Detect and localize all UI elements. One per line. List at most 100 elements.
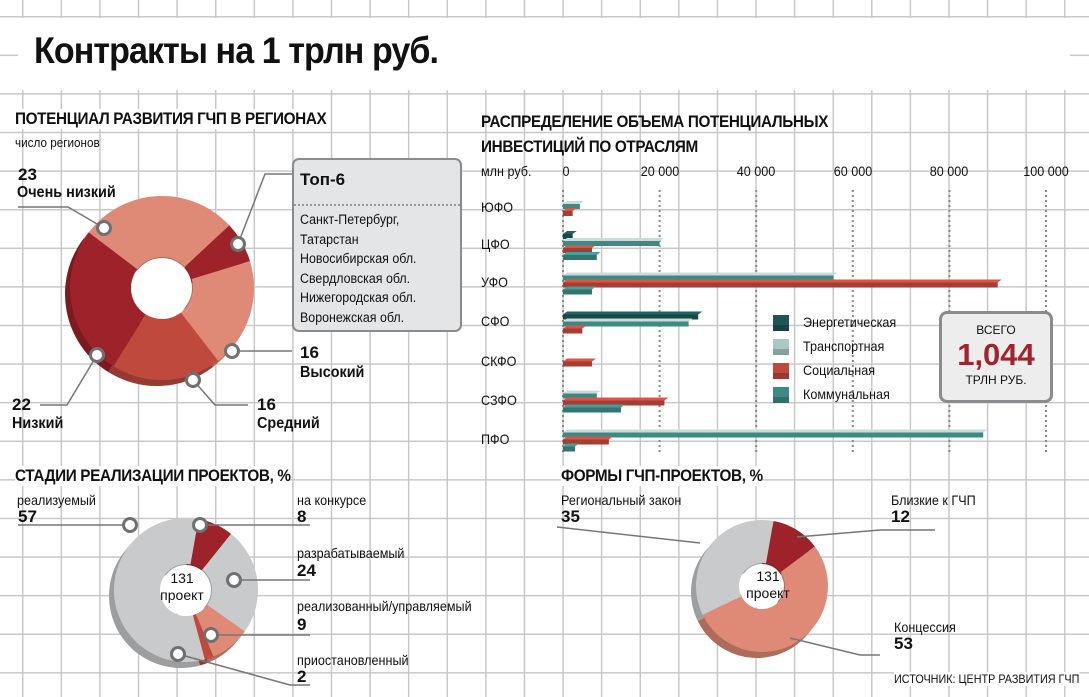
top6-item: Нижегородская обл. — [300, 290, 417, 305]
label-medium: Средний — [257, 415, 320, 432]
label-value-very-low: 23 — [18, 165, 37, 184]
bar-Социальная — [563, 245, 596, 253]
category-label: СЗФО — [481, 392, 517, 408]
label-value-concession: 53 — [894, 634, 913, 653]
category-label: ЮФО — [481, 199, 514, 215]
top6-title: Топ-6 — [300, 170, 346, 189]
pie-slice — [88, 196, 230, 270]
callout-marker — [230, 236, 246, 252]
total-label: ВСЕГО — [976, 323, 1016, 337]
label-value-developing: 24 — [297, 561, 316, 580]
legend-swatch-icon — [773, 315, 789, 331]
bar-Энергетическая — [563, 311, 703, 320]
total-box: ВСЕГО 1,044 ТРЛН РУБ. — [939, 311, 1053, 403]
pie-slice — [702, 546, 828, 652]
x-tick-label: 0 — [562, 163, 570, 179]
pie-slice — [192, 614, 214, 660]
x-tick-label: 40 000 — [736, 163, 776, 179]
top6-callout: Топ-6 Санкт-Петербург, Татарстан Новосиб… — [292, 158, 462, 332]
legend-item: Социальная — [773, 362, 933, 382]
investment-chart-title: РАСПРЕДЕЛЕНИЕ ОБЪЕМА ПОТЕНЦИАЛЬНЫХ ИНВЕС… — [481, 112, 829, 156]
label-value-tender: 8 — [297, 507, 307, 526]
source-note: ИСТОЧНИК: ЦЕНТР РАЗВИТИЯ ГЧП — [894, 672, 1080, 686]
x-axis-unit: млн руб. — [481, 163, 532, 179]
bar-Социальная — [563, 436, 613, 445]
pie-slice — [113, 518, 205, 662]
label-close-to-ppp: Близкие к ГЧП — [891, 492, 976, 508]
pie-slice — [180, 261, 254, 361]
callout-marker — [89, 347, 105, 363]
pie-slice — [70, 232, 146, 367]
label-value-implemented: 9 — [297, 615, 307, 634]
label-very-low: Очень низкий — [17, 184, 116, 201]
title-band — [18, 18, 1070, 90]
bar-Коммунальная — [563, 252, 601, 260]
callout-marker — [170, 646, 186, 662]
forms-chart-title: ФОРМЫ ГЧП-ПРОЕКТОВ, % — [561, 466, 763, 486]
label-concession: Концессия — [894, 619, 956, 635]
bar-Коммунальная — [563, 286, 596, 295]
legend-label: Энергетическая — [803, 314, 897, 330]
top6-item: Воронежская обл. — [300, 309, 405, 325]
bar-Транспортная — [563, 238, 664, 246]
bar-Коммунальная — [563, 404, 625, 413]
regions-chart-subtitle: число регионов — [15, 135, 100, 150]
pie-slice — [195, 604, 245, 657]
callout-marker — [192, 517, 208, 533]
pie-slice — [765, 521, 815, 573]
legend-item: Коммунальная — [773, 386, 933, 406]
legend-swatch-icon — [773, 387, 789, 403]
bar-Социальная — [563, 279, 1002, 288]
bar-Социальная — [563, 397, 669, 406]
label-implementing: реализуемый — [17, 492, 96, 508]
callout-marker — [203, 627, 219, 643]
callout-marker — [122, 517, 138, 533]
stages-chart-title: СТАДИИ РЕАЛИЗАЦИИ ПРОЕКТОВ, % — [15, 466, 291, 486]
bar-Энергетическая — [563, 231, 577, 239]
legend-label: Транспортная — [803, 338, 885, 354]
total-value: 1,044 — [957, 337, 1035, 372]
callout-marker — [185, 372, 201, 388]
center-label: проект — [160, 587, 204, 603]
label-high: Высокий — [300, 364, 365, 381]
label-low: Низкий — [12, 415, 64, 432]
center-count: 131 — [170, 570, 194, 586]
stages-center: 131 проект — [137, 570, 227, 604]
pie-slice — [113, 312, 219, 380]
label-regional-law: Региональный закон — [561, 492, 682, 508]
label-suspended: приостановленный — [297, 652, 409, 668]
bar-Транспортная — [563, 201, 584, 209]
top6-item: Свердловская обл. — [300, 270, 411, 286]
page-title: Контракты на 1 трлн руб. — [34, 30, 439, 71]
bar-Транспортная — [563, 429, 988, 438]
legend-swatch-icon — [773, 363, 789, 379]
label-value-close-to-ppp: 12 — [891, 507, 910, 526]
connector-lines — [18, 173, 935, 686]
bar-Транспортная — [563, 272, 838, 281]
legend-item: Энергетическая — [773, 314, 933, 334]
top6-list: Санкт-Петербург, Татарстан Новосибирская… — [300, 210, 417, 327]
label-developing: разрабатываемый — [297, 545, 405, 561]
donut-hole — [161, 565, 211, 615]
bar-Социальная — [563, 325, 587, 334]
label-implemented: реализованный/управляемый — [297, 598, 472, 614]
top6-item: Татарстан — [300, 231, 359, 247]
top6-item: Санкт-Петербург, — [300, 212, 400, 227]
label-value-implementing: 57 — [18, 507, 37, 526]
bar-Социальная — [563, 208, 577, 216]
label-value-high: 16 — [300, 343, 319, 362]
x-tick-label: 80 000 — [930, 163, 969, 179]
regions-chart-title: ПОТЕНЦИАЛ РАЗВИТИЯ ГЧП В РЕГИОНАХ — [15, 109, 327, 129]
pie-slice — [696, 520, 774, 615]
donut-hole — [740, 564, 784, 608]
label-tender: на конкурсе — [297, 492, 367, 508]
x-tick-label: 60 000 — [833, 163, 873, 179]
category-label: ПФО — [481, 431, 510, 447]
category-label: СФО — [481, 313, 510, 329]
legend-label: Социальная — [803, 362, 876, 378]
x-tick-label: 100 000 — [1023, 163, 1069, 179]
label-value-suspended: 2 — [297, 667, 307, 686]
center-label: проект — [746, 585, 790, 601]
center-count: 131 — [756, 568, 780, 584]
